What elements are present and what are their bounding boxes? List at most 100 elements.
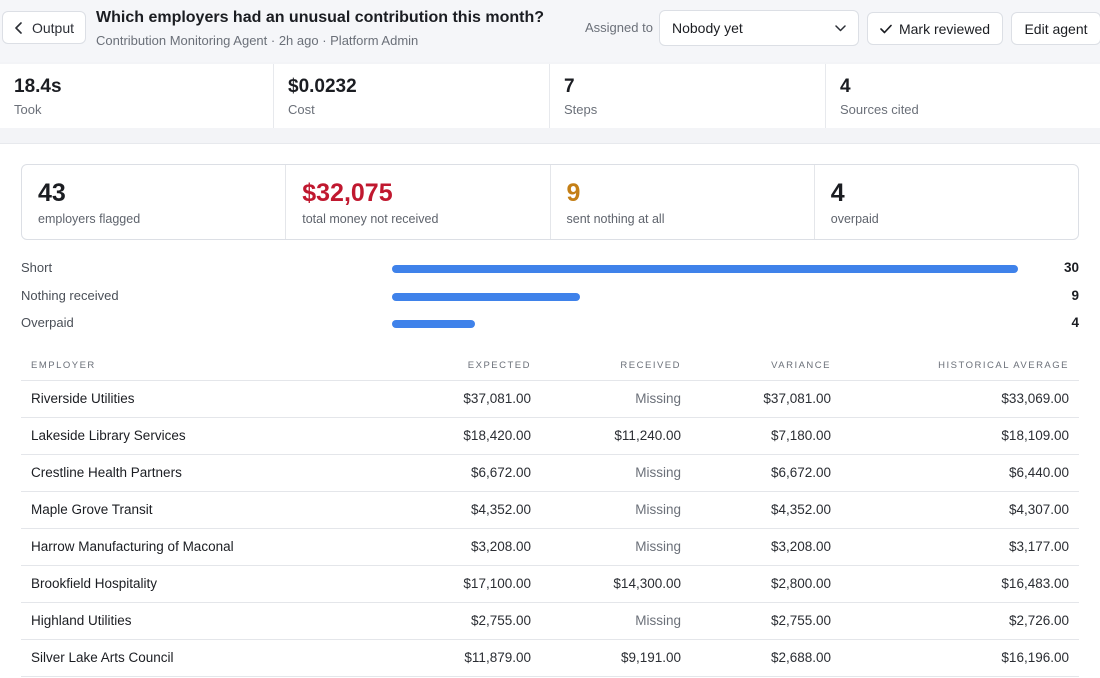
cell-received: Missing xyxy=(541,602,691,640)
summary-overpaid: 4 overpaid xyxy=(815,165,1078,239)
cell-historical-average: $16,483.00 xyxy=(841,565,1079,603)
stat-label: Sources cited xyxy=(840,102,919,117)
edit-agent-button[interactable]: Edit agent xyxy=(1011,12,1100,45)
stat-cost: $0.0232 Cost xyxy=(274,64,550,128)
breakdown-bars: Short 30 Nothing received 9 Overpaid 4 xyxy=(21,260,1079,343)
cell-expected: $6,672.00 xyxy=(371,454,541,492)
results-panel: 43 employers flagged $32,075 total money… xyxy=(0,143,1100,678)
column-header-employer[interactable]: Employer xyxy=(21,352,371,381)
table-header-row: Employer Expected Received Variance Hist… xyxy=(21,352,1079,381)
breakdown-count: 9 xyxy=(1071,287,1079,303)
table-row[interactable]: Crestline Health Partners $6,672.00 Missin… xyxy=(21,454,1079,492)
summary-employers-flagged: 43 employers flagged xyxy=(22,165,287,239)
summary-sent-nothing: 9 sent nothing at all xyxy=(551,165,815,239)
table-row[interactable]: Highland Utilities $2,755.00 Missing $2,755… xyxy=(21,602,1079,640)
table-body: Riverside Utilities $37,081.00 Missing $37,… xyxy=(21,380,1079,677)
summary-label: employers flagged xyxy=(38,212,141,226)
column-header-variance[interactable]: Variance xyxy=(691,352,841,381)
table-row[interactable]: Brookfield Hospitality $17,100.00 $14,300.… xyxy=(21,565,1079,603)
stat-value: 18.4s xyxy=(14,76,62,97)
cell-expected: $17,100.00 xyxy=(371,565,541,603)
column-header-historical-average[interactable]: Historical average xyxy=(841,352,1079,381)
breakdown-row-short: Short 30 xyxy=(21,260,1079,288)
stat-value: 7 xyxy=(564,76,575,97)
mark-reviewed-label: Mark reviewed xyxy=(898,20,991,37)
cell-historical-average: $33,069.00 xyxy=(841,380,1079,418)
table-row[interactable]: Silver Lake Arts Council $11,879.00 $9,191… xyxy=(21,639,1079,677)
breakdown-bar xyxy=(392,292,580,301)
stat-label: Took xyxy=(14,102,42,117)
cell-employer: Brookfield Hospitality xyxy=(21,565,371,603)
cell-expected: $18,420.00 xyxy=(371,417,541,455)
assignee-value: Nobody yet xyxy=(672,20,743,36)
cell-variance: $6,672.00 xyxy=(691,454,841,492)
summary-label: total money not received xyxy=(302,212,439,226)
table-row[interactable]: Riverside Utilities $37,081.00 Missing $37,… xyxy=(21,380,1079,418)
page-title: Which employers had an unusual contribut… xyxy=(96,9,545,26)
table-row[interactable]: Maple Grove Transit $4,352.00 Missing $4,35… xyxy=(21,491,1079,529)
cell-received: $11,240.00 xyxy=(541,417,691,455)
breakdown-bar xyxy=(392,320,476,328)
cell-employer: Highland Utilities xyxy=(21,602,371,640)
cell-expected: $11,879.00 xyxy=(371,639,541,677)
cell-historical-average: $16,196.00 xyxy=(841,639,1079,677)
cell-historical-average: $4,307.00 xyxy=(841,491,1079,529)
breakdown-row-nothing-received: Nothing received 9 xyxy=(21,288,1079,316)
page-subtitle: Contribution Monitoring Agent · 2h ago ·… xyxy=(96,33,419,48)
cell-received: Missing xyxy=(541,454,691,492)
cell-expected: $2,755.00 xyxy=(371,602,541,640)
column-header-received[interactable]: Received xyxy=(541,352,691,381)
cell-employer: Lakeside Library Services xyxy=(21,417,371,455)
cell-variance: $2,800.00 xyxy=(691,565,841,603)
cell-employer: Maple Grove Transit xyxy=(21,491,371,529)
cell-historical-average: $3,177.00 xyxy=(841,528,1079,566)
cell-expected: $4,352.00 xyxy=(371,491,541,529)
cell-employer: Crestline Health Partners xyxy=(21,454,371,492)
summary-value: $32,075 xyxy=(302,179,393,207)
mark-reviewed-button[interactable]: Mark reviewed xyxy=(867,12,1003,45)
cell-historical-average: $6,440.00 xyxy=(841,454,1079,492)
cell-employer: Riverside Utilities xyxy=(21,380,371,418)
summary-total-not-received: $32,075 total money not received xyxy=(286,165,551,239)
stat-took: 18.4s Took xyxy=(0,64,274,128)
summary-value: 43 xyxy=(38,179,66,207)
summary-label: overpaid xyxy=(830,212,879,226)
breakdown-label: Short xyxy=(21,260,53,275)
cell-variance: $2,688.00 xyxy=(691,639,841,677)
column-header-expected[interactable]: Expected xyxy=(371,352,541,381)
stat-label: Steps xyxy=(564,102,598,117)
run-stats: 18.4s Took $0.0232 Cost 7 Steps 4 Source… xyxy=(0,64,1100,128)
table-row[interactable]: Harrow Manufacturing of Maconal $3,208.00… xyxy=(21,528,1079,566)
breakdown-label: Nothing received xyxy=(21,287,119,303)
cell-received: Missing xyxy=(541,528,691,566)
summary-value: 4 xyxy=(830,179,845,207)
cell-received: Missing xyxy=(541,491,691,529)
chevron-left-icon xyxy=(15,21,22,34)
stat-value: 4 xyxy=(840,76,851,97)
cell-variance: $7,180.00 xyxy=(691,417,841,455)
breakdown-row-overpaid: Overpaid 4 xyxy=(21,315,1079,343)
breakdown-label: Overpaid xyxy=(21,315,74,330)
check-icon xyxy=(880,24,892,33)
cell-employer: Harrow Manufacturing of Maconal xyxy=(21,528,371,566)
cell-historical-average: $18,109.00 xyxy=(841,417,1079,455)
table-row[interactable]: Lakeside Library Services $18,420.00 $11,2… xyxy=(21,417,1079,455)
employer-table: Employer Expected Received Variance Hist… xyxy=(21,352,1079,677)
stat-sources-cited: 4 Sources cited xyxy=(826,64,1100,128)
cell-received: $9,191.00 xyxy=(541,639,691,677)
stat-value: $0.0232 xyxy=(288,76,357,97)
cell-historical-average: $2,726.00 xyxy=(841,602,1079,640)
stat-steps: 7 Steps xyxy=(550,64,826,128)
back-to-output-button[interactable]: Output xyxy=(2,11,86,44)
stat-label: Cost xyxy=(288,102,315,117)
summary-value: 9 xyxy=(566,179,581,207)
cell-expected: $3,208.00 xyxy=(371,528,541,566)
cell-received: Missing xyxy=(541,380,691,418)
cell-variance: $37,081.00 xyxy=(691,380,841,418)
summary-cards: 43 employers flagged $32,075 total money… xyxy=(21,164,1079,240)
page-header: Output Which employers had an unusual co… xyxy=(0,0,1100,62)
cell-variance: $2,755.00 xyxy=(691,602,841,640)
cell-variance: $4,352.00 xyxy=(691,491,841,529)
assignee-select[interactable]: Nobody yet xyxy=(659,10,859,46)
back-button-label: Output xyxy=(31,19,75,36)
